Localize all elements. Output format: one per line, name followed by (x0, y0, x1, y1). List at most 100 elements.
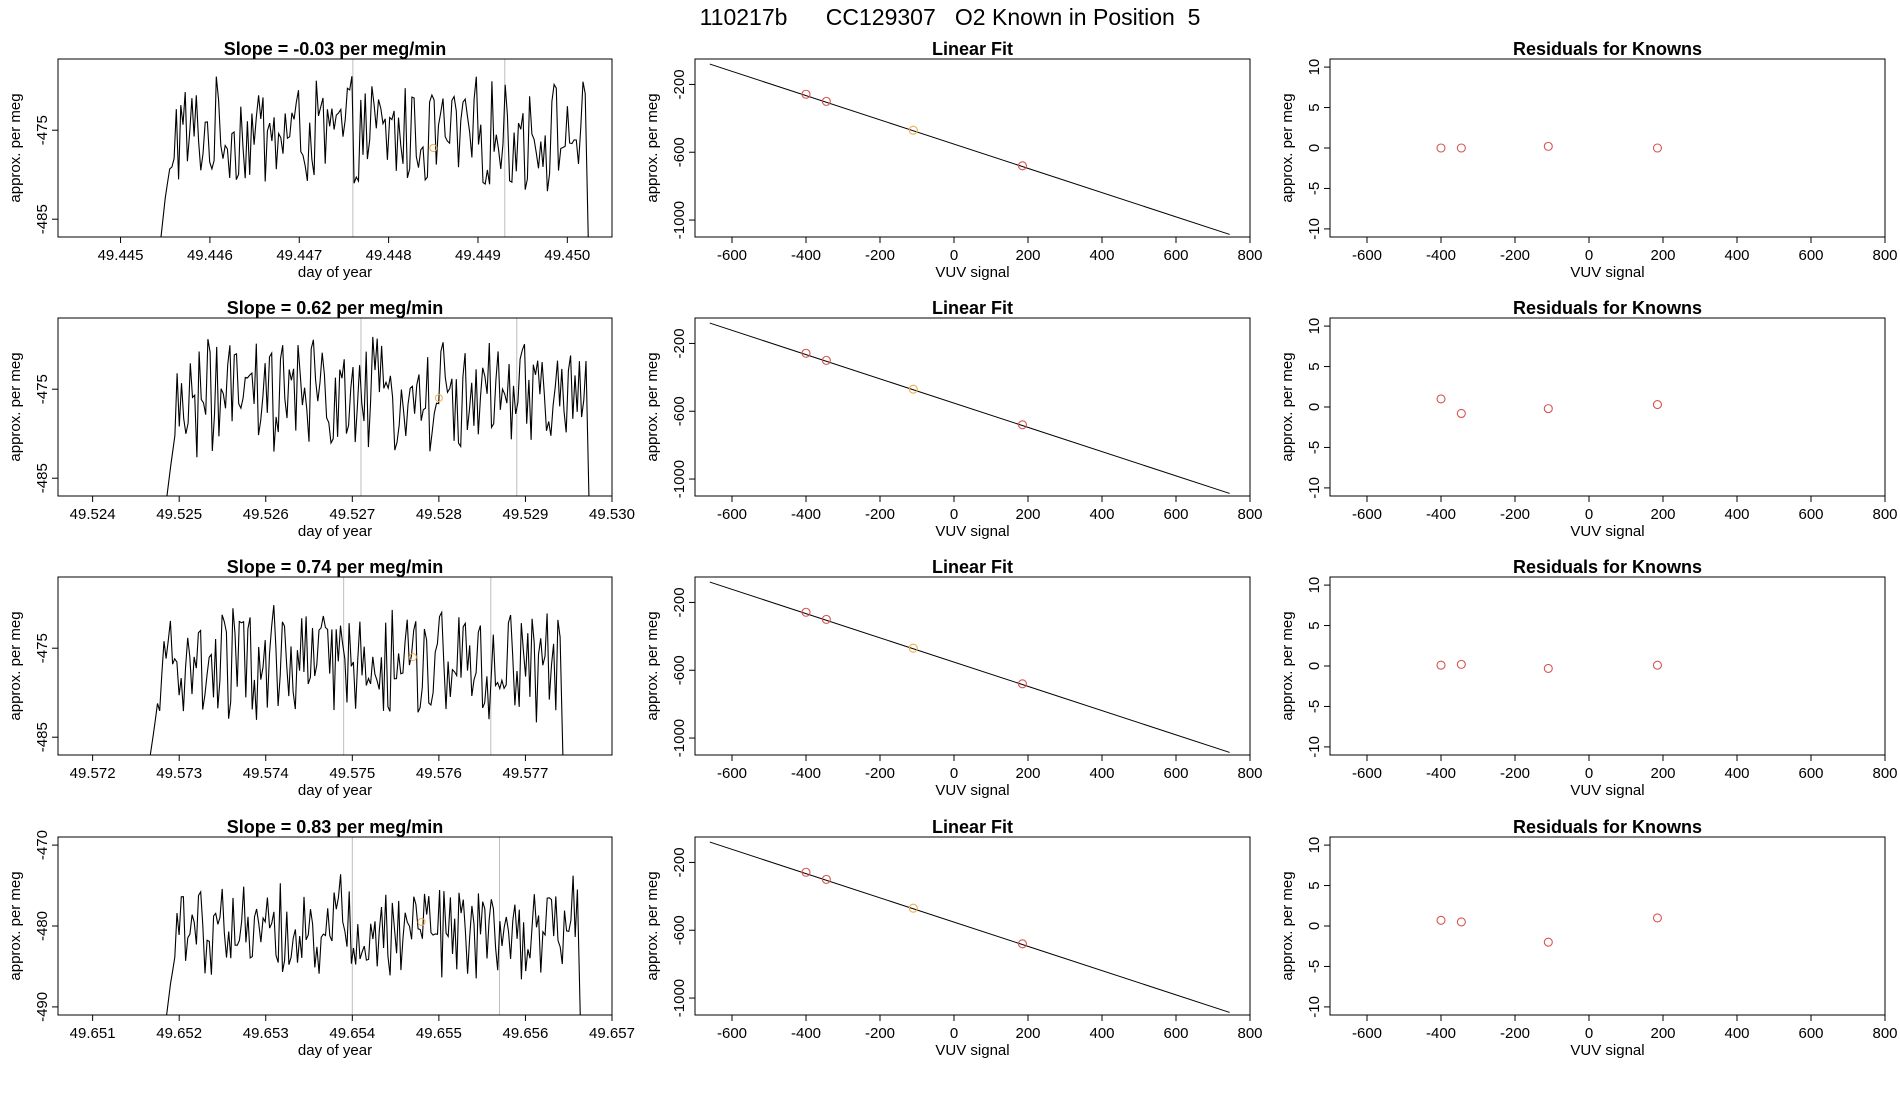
x-tick-label: -200 (1500, 765, 1530, 782)
data-point (1652, 660, 1662, 670)
y-axis-ticks: -475 -485 (34, 633, 58, 752)
y-tick-label: -1000 (671, 201, 688, 239)
data-point (821, 96, 831, 106)
x-axis-label: VUV signal (935, 264, 1009, 281)
x-tick-label: 400 (1089, 506, 1114, 523)
x-tick-label: 400 (1089, 765, 1114, 782)
y-axis-ticks: -200 -600 -1000 (671, 847, 695, 1017)
x-tick-label: 800 (1872, 247, 1897, 264)
x-tick-label: 49.527 (329, 506, 375, 523)
panel-trace-row-2: Slope = 0.62 per meg/min 49.524 49.525 49.5… (7, 298, 635, 540)
x-tick-label: 0 (1585, 1025, 1593, 1042)
y-tick-label: 5 (1306, 103, 1323, 111)
y-tick-label: 5 (1306, 621, 1323, 629)
x-tick-label: -600 (717, 506, 747, 523)
y-tick-label: 10 (1306, 837, 1323, 854)
plot-area (1436, 659, 1662, 673)
x-tick-label: 49.524 (70, 506, 116, 523)
y-tick-label: 10 (1306, 318, 1323, 335)
panel-resid-row-2: Residuals for Knowns -600 -400 -200 0 200 400 6… (1279, 298, 1898, 540)
x-tick-label: 0 (950, 247, 958, 264)
x-tick-label: 49.572 (70, 765, 116, 782)
plot-frame (1329, 58, 1886, 238)
x-tick-label: -600 (717, 247, 747, 264)
y-tick-label: -1000 (671, 719, 688, 757)
x-axis-ticks: -600 -400 -200 0 200 400 600 800 (1352, 237, 1898, 264)
x-tick-label: 0 (1585, 247, 1593, 264)
data-point (1436, 660, 1446, 670)
x-tick-label: 49.448 (366, 247, 412, 264)
x-tick-label: 49.446 (187, 247, 233, 264)
panel-title: Residuals for Knowns (1513, 298, 1702, 318)
plot-area (149, 577, 564, 755)
plot-area (709, 581, 1230, 753)
x-tick-label: 49.654 (329, 1025, 375, 1042)
x-tick-label: 49.574 (243, 765, 289, 782)
x-axis-ticks: 49.524 49.525 49.526 49.527 49.528 49.529 49.5… (70, 496, 635, 523)
data-point (1017, 939, 1028, 949)
y-axis-label: approx. per meg (7, 93, 24, 202)
data-point (908, 125, 918, 135)
y-tick-label: 0 (1306, 662, 1323, 670)
y-tick-label: -10 (1306, 996, 1323, 1018)
x-tick-label: 800 (1237, 1025, 1262, 1042)
x-axis-label: VUV signal (935, 1042, 1009, 1059)
data-point (1652, 913, 1662, 923)
current-point-marker (429, 144, 438, 152)
y-tick-label: 10 (1306, 577, 1323, 594)
panel-title: Slope = 0.74 per meg/min (227, 557, 444, 577)
data-point (1436, 915, 1446, 925)
x-tick-label: 0 (950, 765, 958, 782)
y-tick-label: -480 (34, 911, 51, 941)
x-tick-label: -400 (1426, 1025, 1456, 1042)
x-tick-label: 49.651 (70, 1025, 116, 1042)
plot-frame (694, 317, 1251, 497)
x-tick-label: 49.653 (243, 1025, 289, 1042)
x-tick-label: -200 (865, 765, 895, 782)
panel-title: Linear Fit (932, 39, 1013, 59)
data-point (821, 874, 831, 884)
data-point (1456, 143, 1466, 153)
x-tick-label: -200 (1500, 247, 1530, 264)
x-tick-label: -600 (1352, 765, 1382, 782)
x-tick-label: -600 (1352, 1025, 1382, 1042)
y-tick-label: 0 (1306, 144, 1323, 152)
fit-line (709, 322, 1230, 494)
y-tick-label: -470 (34, 830, 51, 860)
plot-area (1436, 913, 1662, 947)
panel-title: Linear Fit (932, 557, 1013, 577)
y-tick-label: -600 (671, 655, 688, 685)
x-axis-label: day of year (298, 1042, 372, 1059)
y-axis-label: approx. per meg (1279, 93, 1296, 202)
y-axis-label: approx. per meg (7, 352, 24, 461)
y-tick-label: -10 (1306, 736, 1323, 758)
panel-title: Slope = 0.62 per meg/min (227, 298, 444, 318)
plot-area (1436, 141, 1662, 153)
x-tick-label: 800 (1237, 247, 1262, 264)
fit-line (709, 63, 1230, 235)
y-tick-label: -485 (34, 463, 51, 493)
plot-frame (57, 58, 613, 238)
x-tick-label: 49.573 (156, 765, 202, 782)
x-tick-label: 0 (1585, 765, 1593, 782)
y-tick-label: -200 (671, 847, 688, 877)
y-tick-label: -475 (34, 115, 51, 145)
fit-line (709, 581, 1230, 753)
data-point (801, 607, 811, 617)
x-tick-label: -400 (791, 247, 821, 264)
x-tick-label: 800 (1872, 765, 1897, 782)
x-tick-label: 49.529 (502, 506, 548, 523)
x-tick-label: 0 (1585, 506, 1593, 523)
x-tick-label: 49.576 (416, 765, 462, 782)
x-tick-label: -200 (865, 506, 895, 523)
x-axis-ticks: -600 -400 -200 0 200 400 600 800 (1352, 755, 1898, 782)
data-point (801, 867, 811, 877)
y-axis-label: approx. per meg (644, 352, 661, 461)
y-axis-label: approx. per meg (1279, 871, 1296, 980)
y-tick-label: -485 (34, 722, 51, 752)
x-tick-label: -600 (717, 765, 747, 782)
x-tick-label: 800 (1872, 1025, 1897, 1042)
x-tick-label: 600 (1798, 506, 1823, 523)
data-point (1543, 663, 1553, 673)
